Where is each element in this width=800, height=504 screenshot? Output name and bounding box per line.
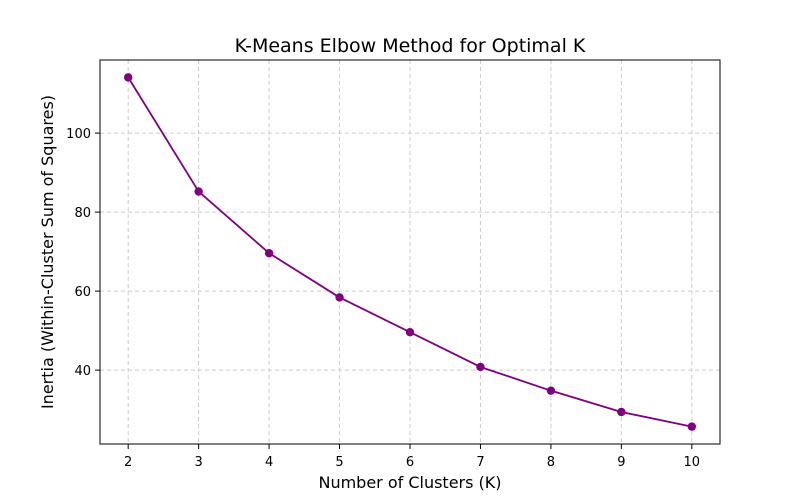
y-axis-label: Inertia (Within-Cluster Sum of Squares): [38, 95, 57, 409]
data-point: [405, 327, 415, 337]
chart-title: K-Means Elbow Method for Optimal K: [235, 35, 586, 57]
data-point: [335, 293, 344, 302]
x-tick-label: 9: [617, 455, 625, 470]
series-layer: [123, 73, 697, 431]
grid-layer: [100, 60, 720, 444]
data-point: [546, 386, 556, 395]
data-point: [687, 422, 697, 431]
x-tick-label: 7: [476, 455, 484, 470]
data-point: [264, 248, 274, 258]
x-tick-label: 6: [406, 455, 414, 470]
y-tick-label: 100: [66, 127, 91, 142]
y-tick-label: 80: [74, 206, 91, 221]
y-tick-label: 40: [74, 364, 91, 379]
y-tick-label: 60: [74, 285, 91, 300]
tick-layer: 2 3 4 5 6 7 8 9 10 40 60 80 100: [66, 127, 700, 470]
x-tick-label: 2: [124, 455, 132, 470]
x-tick-label: 8: [547, 455, 555, 470]
data-point: [123, 73, 133, 82]
data-point: [617, 407, 626, 417]
x-tick-label: 10: [684, 455, 701, 470]
x-tick-label: 5: [335, 455, 343, 470]
x-tick-label: 4: [265, 455, 273, 470]
x-axis-label: Number of Clusters (K): [318, 473, 501, 492]
data-point: [476, 362, 485, 372]
data-point: [194, 187, 203, 196]
x-tick-label: 3: [194, 455, 202, 470]
